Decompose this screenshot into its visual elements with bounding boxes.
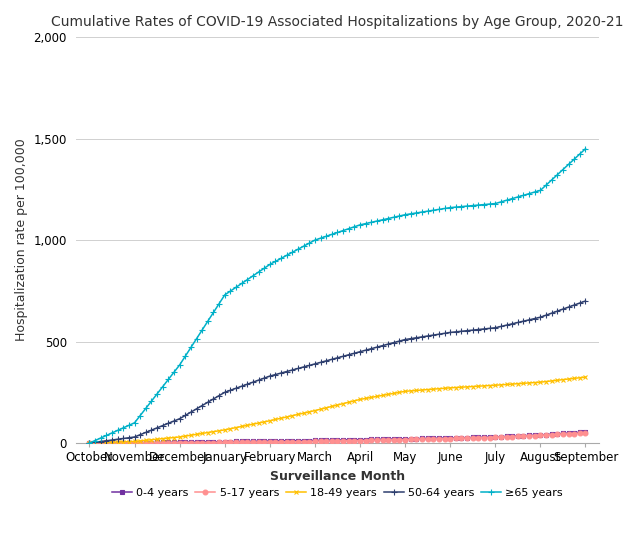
X-axis label: Surveillance Month: Surveillance Month [270, 470, 405, 483]
Title: Cumulative Rates of COVID-19 Associated Hospitalizations by Age Group, 2020-21: Cumulative Rates of COVID-19 Associated … [51, 15, 624, 29]
Legend: 0-4 years, 5-17 years, 18-49 years, 50-64 years, ≥65 years: 0-4 years, 5-17 years, 18-49 years, 50-6… [107, 484, 567, 502]
Y-axis label: Hospitalization rate per 100,000: Hospitalization rate per 100,000 [15, 138, 28, 341]
